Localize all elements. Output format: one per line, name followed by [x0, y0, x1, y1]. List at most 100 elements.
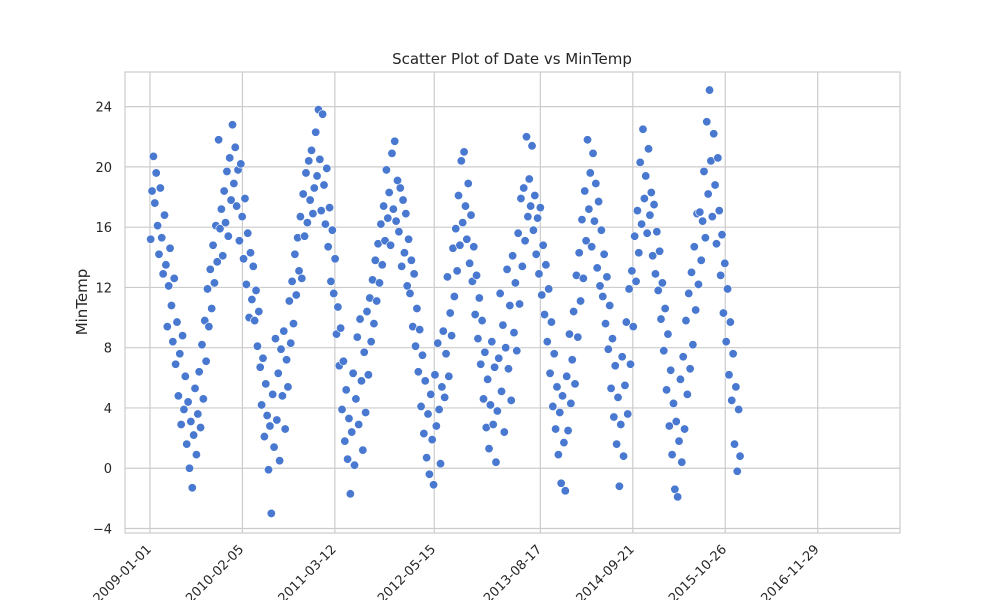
data-point — [437, 382, 447, 392]
data-point — [381, 165, 391, 175]
data-point — [502, 264, 512, 274]
data-point — [495, 288, 505, 298]
data-point — [637, 219, 647, 229]
data-point — [226, 195, 236, 205]
data-point — [372, 296, 382, 306]
data-point — [415, 325, 425, 335]
data-point — [160, 210, 170, 220]
data-point — [330, 254, 340, 264]
data-point — [298, 189, 308, 199]
data-point — [182, 439, 192, 449]
data-point — [644, 144, 654, 154]
data-point — [399, 248, 409, 258]
data-point — [311, 127, 321, 137]
data-point — [627, 266, 637, 276]
data-point — [459, 147, 469, 157]
data-point — [352, 332, 362, 342]
data-point — [553, 450, 563, 460]
data-point — [449, 291, 459, 301]
data-point — [491, 457, 501, 467]
data-point — [671, 417, 681, 427]
data-point — [728, 349, 738, 359]
data-point — [716, 270, 726, 280]
data-point — [705, 85, 715, 95]
data-point — [680, 424, 690, 434]
data-point — [201, 356, 211, 366]
data-points — [146, 85, 745, 518]
data-point — [515, 299, 525, 309]
data-point — [526, 201, 536, 211]
data-point — [456, 156, 466, 166]
data-point — [337, 404, 347, 414]
data-point — [702, 117, 712, 127]
data-point — [230, 142, 240, 152]
data-point — [641, 171, 651, 181]
data-point — [312, 171, 322, 181]
data-point — [252, 341, 262, 351]
data-point — [405, 288, 415, 298]
data-point — [725, 317, 735, 327]
data-point — [638, 124, 648, 134]
data-point — [451, 224, 461, 234]
data-point — [426, 389, 436, 399]
data-point — [538, 240, 548, 250]
data-point — [510, 278, 520, 288]
data-point — [350, 460, 360, 470]
data-point — [307, 145, 317, 155]
data-point — [362, 307, 372, 317]
data-point — [171, 359, 181, 369]
data-point — [302, 218, 312, 228]
data-point — [355, 314, 365, 324]
data-point — [675, 374, 685, 384]
data-point — [286, 338, 296, 348]
data-point — [483, 374, 493, 384]
data-point — [323, 242, 333, 252]
data-point — [480, 347, 490, 357]
data-point — [173, 391, 183, 401]
data-point — [283, 382, 293, 392]
data-point — [616, 420, 626, 430]
data-point — [517, 261, 527, 271]
data-point — [322, 163, 332, 173]
data-point — [161, 260, 171, 270]
data-point — [587, 242, 597, 252]
data-point — [558, 391, 568, 401]
data-point — [343, 454, 353, 464]
data-point — [340, 436, 350, 446]
data-point — [338, 356, 348, 366]
data-point — [429, 480, 439, 490]
data-point — [284, 296, 294, 306]
data-point — [699, 166, 709, 176]
data-point — [295, 212, 305, 222]
data-point — [524, 174, 534, 184]
data-point — [440, 392, 450, 402]
data-point — [576, 296, 586, 306]
data-point — [488, 420, 498, 430]
data-point — [559, 438, 569, 448]
data-point — [258, 353, 268, 363]
data-point — [707, 212, 717, 222]
data-point — [198, 394, 208, 404]
data-point — [273, 368, 283, 378]
data-point — [685, 364, 695, 374]
data-point — [717, 230, 727, 240]
data-point — [727, 395, 737, 405]
data-point — [369, 319, 379, 329]
data-point — [427, 435, 437, 445]
data-point — [409, 269, 419, 279]
data-point — [465, 258, 475, 268]
data-point — [617, 352, 627, 362]
data-point — [631, 276, 641, 286]
data-point — [601, 319, 611, 329]
data-point — [150, 198, 160, 208]
data-point — [394, 227, 404, 237]
data-point — [277, 391, 287, 401]
data-point — [560, 486, 570, 496]
data-point — [268, 389, 278, 399]
data-point — [424, 469, 434, 479]
data-point — [257, 400, 267, 410]
data-point — [193, 409, 203, 419]
data-point — [594, 197, 604, 207]
data-point — [691, 305, 701, 315]
